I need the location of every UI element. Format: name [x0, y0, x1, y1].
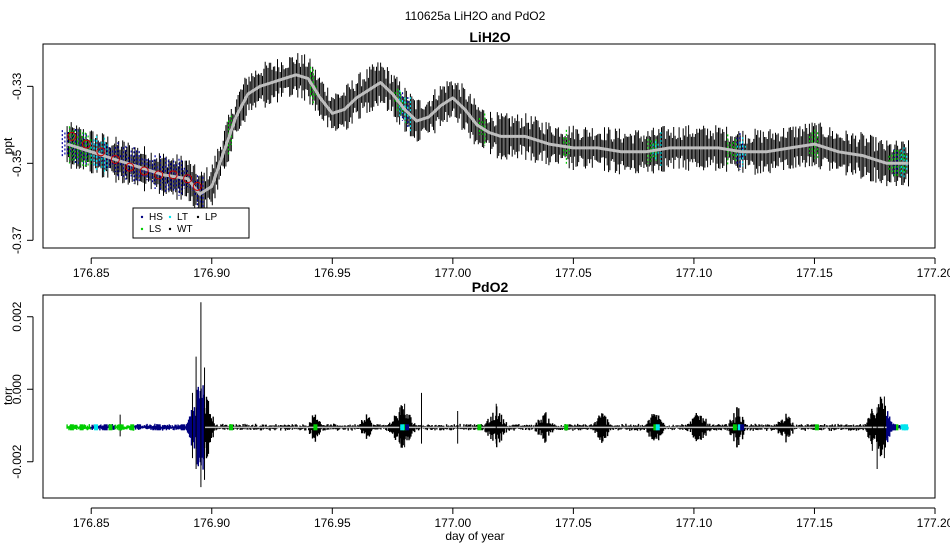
circle-marker: [81, 139, 91, 149]
colored-marker: [402, 424, 407, 431]
colored-marker: [564, 424, 569, 431]
x-tick-label: 177.05: [555, 516, 592, 530]
plot-data-pdo2: [66, 302, 909, 488]
colored-marker: [229, 424, 234, 431]
x-tick-label: 177.20: [917, 516, 950, 530]
panel-lih2o: LiH2O 176.85 176.90 176.95 177.00 177.05 177.…: [1, 29, 950, 280]
colored-marker: [740, 424, 745, 431]
colored-marker: [894, 424, 899, 431]
circle-marker: [192, 181, 202, 191]
colored-marker: [79, 424, 84, 431]
plot-frame-pdo2: [42, 294, 936, 499]
colored-marker: [108, 424, 113, 431]
plot-frame-lih2o: [42, 43, 936, 249]
legend-marker-lp: [196, 215, 200, 219]
legend-entry-ls: LS: [140, 224, 162, 235]
colored-marker: [405, 424, 410, 431]
colored-marker: [118, 424, 123, 431]
x-tick-label: 177.10: [676, 516, 713, 530]
legend-box: [132, 207, 250, 239]
x-axis-lih2o: 176.85 176.90 176.95 177.00 177.05 177.10 177.…: [73, 257, 950, 280]
circle-marker: [67, 131, 77, 141]
y-tick-label: -0.33: [10, 72, 24, 100]
x-axis-label: day of year: [445, 529, 504, 543]
panel-title-pdo2: PdO2: [472, 279, 509, 295]
legend-marker-ls: [140, 227, 144, 231]
colored-marker: [156, 424, 161, 431]
x-tick-label: 177.15: [796, 266, 833, 280]
legend-entry-hs: HS: [140, 212, 163, 223]
legend-label-hs: HS: [149, 212, 163, 223]
marker-group-ls: [68, 66, 906, 177]
legend-label-lp: LP: [205, 212, 218, 223]
circle-marker: [154, 170, 164, 180]
noise-band-lih2o: [66, 53, 909, 215]
figure-title: 110625a LiH2O and PdO2: [405, 9, 546, 23]
legend-entry-lp: LP: [196, 212, 218, 223]
legend-label-wt: WT: [177, 224, 193, 235]
x-axis-pdo2: 176.85 176.90 176.95 177.00 177.05 177.10 177.…: [73, 507, 950, 530]
y-axis-pdo2: -0.002 0.000 0.002: [10, 301, 34, 479]
circle-marker: [139, 166, 149, 176]
legend-marker-wt: [168, 227, 172, 231]
colored-marker: [477, 424, 482, 431]
x-tick-label: 176.85: [73, 266, 110, 280]
y-tick-label: -0.002: [10, 444, 24, 478]
circle-marker: [125, 162, 135, 172]
circle-marker: [96, 147, 106, 157]
colored-marker: [904, 424, 909, 431]
legend-entry-lt: LT: [168, 212, 188, 223]
y-axis-lih2o: -0.37 -0.35 -0.33: [10, 72, 34, 254]
colored-marker: [814, 424, 819, 431]
legend-label-ls: LS: [149, 224, 162, 235]
colored-marker: [130, 424, 135, 431]
colored-marker: [180, 424, 185, 431]
colored-marker: [313, 424, 318, 431]
legend-marker-hs: [140, 215, 144, 219]
smoothed-line-lih2o: [66, 73, 909, 196]
x-tick-label: 177.15: [796, 516, 833, 530]
trace-segment-3: [133, 385, 205, 470]
colored-marker: [103, 424, 108, 431]
x-tick-label: 177.00: [434, 516, 471, 530]
y-tick-label: 0.000: [10, 374, 24, 404]
colored-marker: [892, 424, 897, 431]
plot-data-lih2o: [61, 53, 909, 215]
panel-pdo2: PdO2 176.85 176.90 176.95 177.00 177.05 177.1…: [1, 279, 950, 530]
x-tick-label: 176.85: [73, 516, 110, 530]
legend: HS LT LP LS WT: [132, 207, 250, 239]
legend-label-lt: LT: [177, 212, 188, 223]
x-tick-label: 177.00: [434, 266, 471, 280]
circle-marker: [168, 170, 178, 180]
colored-marker: [94, 424, 99, 431]
legend-marker-lt: [168, 215, 172, 219]
colored-marker: [732, 424, 737, 431]
y-axis-label-pdo2: torr: [1, 387, 15, 405]
y-axis-label-lih2o: ppt: [1, 137, 15, 154]
legend-entry-wt: WT: [168, 224, 193, 235]
colored-marker: [69, 424, 74, 431]
x-tick-label: 176.90: [193, 516, 230, 530]
colored-marker: [655, 424, 660, 431]
circle-marker: [183, 174, 193, 184]
x-tick-label: 176.95: [314, 516, 351, 530]
x-tick-label: 177.20: [917, 266, 950, 280]
x-tick-label: 177.10: [676, 266, 713, 280]
colored-marker: [737, 424, 742, 431]
y-tick-label: -0.37: [10, 226, 24, 254]
y-tick-label: -0.35: [10, 149, 24, 177]
colored-marker: [400, 424, 405, 431]
colored-marker: [901, 424, 906, 431]
circle-marker: [110, 154, 120, 164]
x-tick-label: 176.90: [193, 266, 230, 280]
y-tick-label: 0.002: [10, 301, 24, 331]
colored-marker: [653, 424, 658, 431]
x-tick-label: 177.05: [555, 266, 592, 280]
x-tick-label: 176.95: [314, 266, 351, 280]
panel-title-lih2o: LiH2O: [469, 29, 510, 45]
